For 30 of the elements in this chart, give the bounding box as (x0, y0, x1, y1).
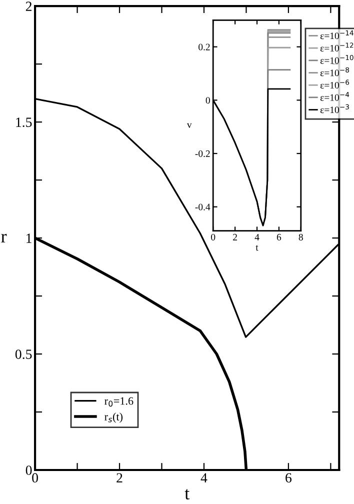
legend-label: ε=10$^{−6}$ (320, 80, 350, 89)
y-tick-label: 1.5 (16, 118, 32, 128)
y-tick-label: -0.4 (195, 204, 210, 210)
y-tick-label: 0.2 (198, 44, 210, 50)
x-tick-label: 6 (276, 234, 282, 240)
legend-label: ε=10$^{−10}$ (320, 54, 354, 64)
x-tick-label: 8 (298, 234, 303, 240)
legend-label: ε=10$^{−4}$ (320, 92, 350, 101)
x-axis-title: t (256, 245, 258, 251)
y-tick-label: 1 (26, 234, 32, 243)
legend-label: ε=10$^{−14}$ (320, 30, 354, 40)
x-tick-label: 0 (211, 234, 216, 240)
x-tick-label: 2 (116, 473, 122, 482)
y-axis-title: v (186, 123, 192, 128)
y-tick-label: -0.2 (195, 150, 210, 158)
x-tick-label: 4 (254, 234, 260, 240)
legend-label: ε=10$^{−12}$ (320, 42, 354, 52)
x-tick-label: 2 (233, 234, 237, 240)
y-tick-label: 0.5 (15, 350, 32, 360)
y-tick-label: 0 (26, 466, 32, 475)
x-tick-label: 6 (286, 473, 292, 483)
legend-label: ε=10$^{−3}$ (320, 104, 349, 114)
legend-label: r$_{s}$(t) (104, 412, 123, 423)
x-tick-label: 4 (200, 473, 208, 482)
y-tick-label: 2 (26, 2, 32, 11)
y-axis-title: r (1, 234, 7, 242)
legend-label: ε=10$^{−8}$ (320, 67, 350, 76)
legend-label: r$_{0}$=1.6 (104, 397, 134, 407)
x-axis-title: t (184, 489, 190, 500)
y-tick-label: 0 (206, 97, 210, 104)
